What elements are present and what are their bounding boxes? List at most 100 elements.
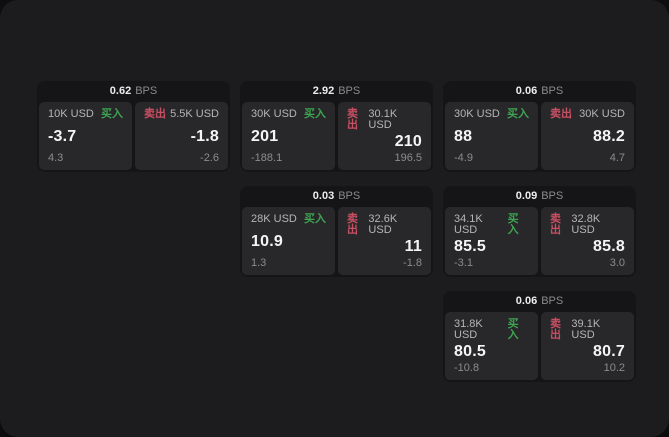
bps-header: 0.03 BPS: [242, 186, 431, 207]
buy-delta: 1.3: [251, 257, 267, 269]
buy-quote-button[interactable]: 10K USD 买入 -3.7 4.3: [39, 102, 132, 170]
buy-price: 10.9: [251, 232, 283, 250]
sell-price: 85.8: [593, 238, 625, 255]
buy-size-label: 30K USD: [251, 108, 297, 120]
buy-price: 85.5: [454, 238, 486, 255]
buy-size-label: 30K USD: [454, 108, 500, 120]
sell-side-label: 卖出: [550, 108, 572, 120]
quote-card: 0.06 BPS 31.8K USD 买入 80.5 -10.8 卖出 39.1…: [443, 291, 636, 382]
sell-delta: 196.5: [394, 152, 422, 164]
buy-size-label: 10K USD: [48, 108, 94, 120]
sell-delta: 3.0: [609, 257, 625, 269]
sell-delta: 10.2: [603, 362, 625, 374]
sell-pane-header: 卖出 30.1K USD: [347, 109, 422, 131]
buy-side-label: 买入: [507, 213, 519, 236]
bps-value: 0.09: [515, 190, 538, 202]
sell-side-label: 卖出: [347, 108, 358, 131]
sell-delta: 4.7: [609, 152, 625, 164]
buy-side-label: 买入: [304, 108, 326, 120]
quote-card-body: 30K USD 买入 88 -4.9 卖出 30K USD 88.2 4.7: [445, 102, 634, 170]
bps-header: 2.92 BPS: [242, 81, 431, 102]
sell-quote-button[interactable]: 卖出 32.6K USD 11 -1.8: [338, 207, 431, 275]
buy-delta: -10.8: [454, 362, 480, 374]
sell-pane-header: 卖出 32.8K USD: [550, 214, 625, 236]
bps-value: 0.06: [515, 295, 538, 307]
bps-unit-label: BPS: [338, 190, 361, 202]
sell-side-label: 卖出: [144, 108, 166, 120]
bps-unit-label: BPS: [541, 295, 564, 307]
quote-card: 2.92 BPS 30K USD 买入 201 -188.1 卖出 30.1K …: [240, 81, 433, 172]
bps-value: 0.62: [109, 85, 132, 97]
sell-size-label: 30.1K USD: [368, 108, 398, 131]
sell-price: 210: [394, 133, 422, 150]
buy-side-label: 买入: [304, 213, 326, 225]
bps-unit-label: BPS: [338, 85, 361, 97]
sell-quote-button[interactable]: 卖出 5.5K USD -1.8 -2.6: [135, 102, 228, 170]
buy-quote-button[interactable]: 30K USD 买入 88 -4.9: [445, 102, 538, 170]
quote-card-body: 28K USD 买入 10.9 1.3 卖出 32.6K USD 11 -1.8: [242, 207, 431, 275]
buy-pane-header: 30K USD 买入: [454, 109, 529, 120]
sell-quote-button[interactable]: 卖出 39.1K USD 80.7 10.2: [541, 312, 634, 380]
buy-quote-button[interactable]: 28K USD 买入 10.9 1.3: [242, 207, 335, 275]
sell-size-label: 32.6K USD: [368, 213, 398, 236]
buy-quote-button[interactable]: 30K USD 买入 201 -188.1: [242, 102, 335, 170]
quote-cards-grid: 0.62 BPS 10K USD 买入 -3.7 4.3 卖出 5.5K USD…: [37, 81, 636, 382]
buy-pane-header: 28K USD 买入: [251, 214, 326, 225]
quote-card: 0.62 BPS 10K USD 买入 -3.7 4.3 卖出 5.5K USD…: [37, 81, 230, 172]
sell-side-label: 卖出: [347, 213, 358, 236]
sell-size-label: 32.8K USD: [571, 213, 601, 236]
quote-card: 0.03 BPS 28K USD 买入 10.9 1.3 卖出 32.6K US…: [240, 186, 433, 277]
buy-price: 201: [251, 127, 279, 145]
buy-size-label: 34.1K USD: [454, 213, 483, 236]
bps-header: 0.62 BPS: [39, 81, 228, 102]
sell-delta: -2.6: [200, 152, 219, 164]
sell-pane-header: 卖出 5.5K USD: [144, 109, 219, 120]
quote-card: 0.06 BPS 30K USD 买入 88 -4.9 卖出 30K USD 8…: [443, 81, 636, 172]
buy-side-label: 买入: [101, 108, 123, 120]
buy-quote-button[interactable]: 31.8K USD 买入 80.5 -10.8: [445, 312, 538, 380]
sell-price: -1.8: [190, 127, 219, 145]
quote-card-body: 30K USD 买入 201 -188.1 卖出 30.1K USD 210 1…: [242, 102, 431, 170]
bps-value: 2.92: [312, 85, 335, 97]
buy-delta: -188.1: [251, 152, 283, 164]
bps-header: 0.06 BPS: [445, 81, 634, 102]
sell-side-label: 卖出: [550, 213, 561, 236]
sell-price: 80.7: [593, 343, 625, 360]
buy-size-label: 31.8K USD: [454, 318, 483, 341]
sell-pane-header: 卖出 39.1K USD: [550, 319, 625, 341]
quote-card-body: 31.8K USD 买入 80.5 -10.8 卖出 39.1K USD 80.…: [445, 312, 634, 380]
bps-value: 0.06: [515, 85, 538, 97]
buy-price: 80.5: [454, 343, 486, 360]
buy-size-label: 28K USD: [251, 213, 297, 225]
sell-pane-header: 卖出 32.6K USD: [347, 214, 422, 236]
sell-side-label: 卖出: [550, 318, 561, 341]
buy-price: -3.7: [48, 127, 77, 145]
buy-delta: -4.9: [454, 152, 473, 164]
quote-card: 0.09 BPS 34.1K USD 买入 85.5 -3.1 卖出 32.8K…: [443, 186, 636, 277]
buy-pane-header: 10K USD 买入: [48, 109, 123, 120]
sell-quote-button[interactable]: 卖出 30K USD 88.2 4.7: [541, 102, 634, 170]
buy-pane-header: 34.1K USD 买入: [454, 214, 529, 236]
sell-quote-button[interactable]: 卖出 32.8K USD 85.8 3.0: [541, 207, 634, 275]
buy-pane-header: 30K USD 买入: [251, 109, 326, 120]
buy-quote-button[interactable]: 34.1K USD 买入 85.5 -3.1: [445, 207, 538, 275]
bps-header: 0.09 BPS: [445, 186, 634, 207]
sell-price: 11: [404, 238, 422, 255]
buy-delta: 4.3: [48, 152, 64, 164]
buy-pane-header: 31.8K USD 买入: [454, 319, 529, 341]
quote-card-body: 34.1K USD 买入 85.5 -3.1 卖出 32.8K USD 85.8…: [445, 207, 634, 275]
buy-price: 88: [454, 127, 473, 145]
bps-unit-label: BPS: [135, 85, 158, 97]
sell-price: 88.2: [593, 127, 625, 145]
sell-pane-header: 卖出 30K USD: [550, 109, 625, 120]
sell-size-label: 39.1K USD: [571, 318, 601, 341]
sell-size-label: 30K USD: [579, 108, 625, 120]
buy-side-label: 买入: [507, 318, 519, 341]
bps-value: 0.03: [312, 190, 335, 202]
bps-header: 0.06 BPS: [445, 291, 634, 312]
bps-unit-label: BPS: [541, 85, 564, 97]
sell-quote-button[interactable]: 卖出 30.1K USD 210 196.5: [338, 102, 431, 170]
buy-delta: -3.1: [454, 257, 473, 269]
bps-unit-label: BPS: [541, 190, 564, 202]
quote-card-body: 10K USD 买入 -3.7 4.3 卖出 5.5K USD -1.8 -2.…: [39, 102, 228, 170]
